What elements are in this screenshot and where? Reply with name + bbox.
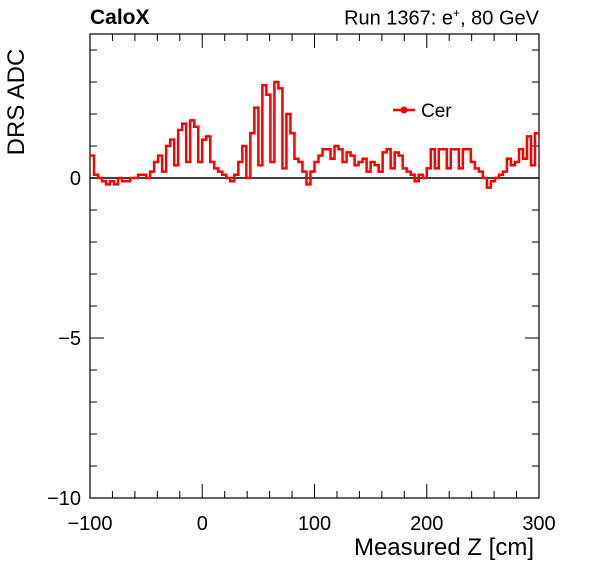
plot-frame	[89, 33, 540, 499]
series-cer-line	[90, 80, 539, 189]
y-tick-label: 0	[70, 168, 81, 190]
y-tick-label: −5	[58, 328, 81, 350]
x-tick-label: 0	[197, 513, 208, 535]
experiment-title: CaloX	[90, 6, 150, 29]
x-tick-label: 100	[298, 513, 331, 535]
y-tick-label: −10	[47, 488, 81, 510]
x-tick-label: 200	[410, 513, 443, 535]
legend: Cer	[393, 101, 452, 122]
run-info: Run 1367: e+, 80 GeV	[344, 6, 539, 31]
energy-label: , 80 GeV	[460, 7, 539, 30]
legend-cer-marker	[400, 106, 408, 114]
legend-cer-label: Cer	[421, 101, 452, 122]
x-tick-label: 300	[522, 513, 555, 535]
run-label: Run 1367: e	[344, 7, 454, 30]
tick-labels: −100 0 100 200 300 −10 −5 0	[47, 168, 556, 535]
charge-superscript: +	[453, 6, 461, 20]
x-tick-label: −100	[67, 513, 112, 535]
y-axis-ticks	[90, 49, 539, 499]
x-axis-title: Measured Z [cm]	[353, 534, 534, 561]
x-axis-ticks	[89, 34, 540, 498]
